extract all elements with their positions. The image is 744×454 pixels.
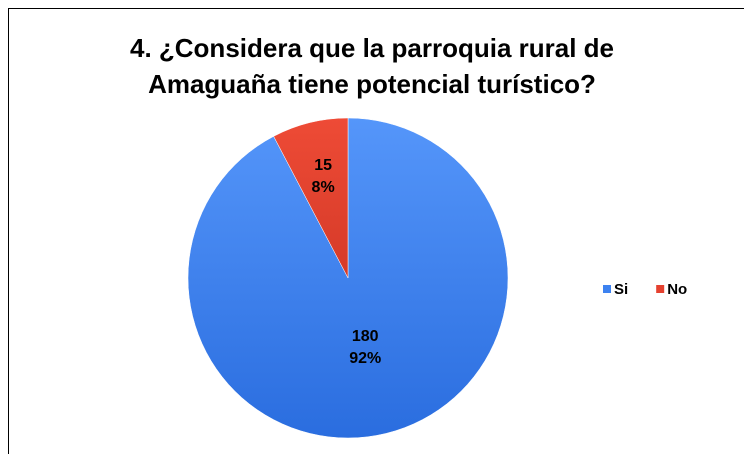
legend-swatch — [656, 285, 665, 293]
data-label-value: 180 — [352, 328, 379, 345]
chart-border — [8, 8, 744, 454]
pie-slice — [273, 117, 349, 279]
data-label-value: 15 — [314, 157, 332, 174]
legend-label: No — [667, 281, 687, 298]
data-label-percent: 92% — [349, 350, 381, 367]
data-label-percent: 8% — [312, 179, 335, 196]
legend-label: Si — [614, 281, 628, 298]
legend-swatch — [603, 285, 611, 293]
chart-title: 4. ¿Considera que la parroquia rural de … — [129, 33, 614, 99]
